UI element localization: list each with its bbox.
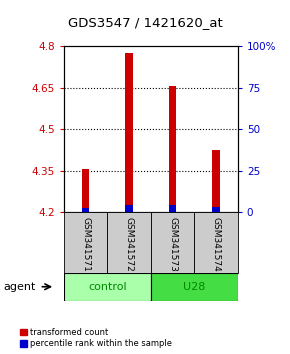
Bar <box>168 205 176 212</box>
Bar <box>125 53 133 212</box>
Text: GSM341573: GSM341573 <box>168 217 177 272</box>
Bar <box>168 86 176 212</box>
Bar <box>212 150 220 212</box>
Text: U28: U28 <box>183 282 206 292</box>
Text: control: control <box>88 282 127 292</box>
Bar <box>151 273 238 301</box>
Text: GDS3547 / 1421620_at: GDS3547 / 1421620_at <box>68 16 222 29</box>
Text: GSM341571: GSM341571 <box>81 217 90 272</box>
Bar <box>194 212 238 273</box>
Bar <box>212 207 220 212</box>
Bar <box>81 208 89 212</box>
Text: GSM341572: GSM341572 <box>124 217 134 272</box>
Text: GSM341574: GSM341574 <box>211 217 221 272</box>
Legend: transformed count, percentile rank within the sample: transformed count, percentile rank withi… <box>19 326 174 350</box>
Text: agent: agent <box>3 282 35 292</box>
Bar <box>81 170 89 212</box>
Bar <box>64 212 107 273</box>
Bar <box>151 212 194 273</box>
Bar <box>64 273 151 301</box>
Bar <box>107 212 151 273</box>
Bar <box>125 205 133 212</box>
